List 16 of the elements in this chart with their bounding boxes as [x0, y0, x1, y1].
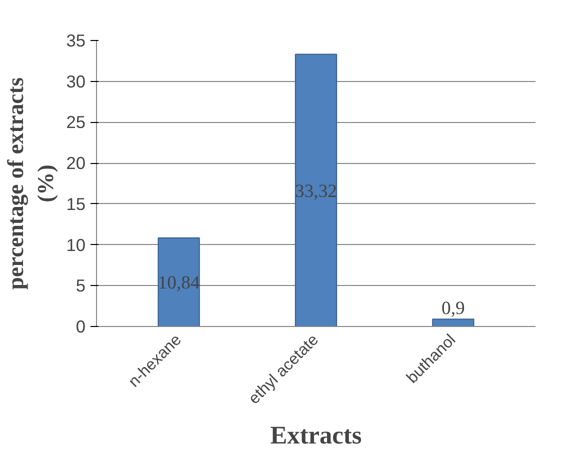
- bar: [432, 318, 474, 326]
- y-tick-label: 20: [66, 153, 86, 174]
- y-axis-title: percentage of extracts (%): [3, 77, 58, 290]
- data-label: 0,9: [442, 298, 465, 320]
- data-label: 33,32: [295, 180, 337, 202]
- y-tick-label: 35: [66, 30, 86, 50]
- x-axis-title: Extracts: [270, 422, 362, 450]
- y-tick-label: 30: [66, 71, 86, 92]
- y-tick-label: 25: [66, 112, 86, 132]
- y-tick-label: 10: [66, 234, 86, 255]
- data-label: 10,84: [158, 272, 200, 294]
- y-tick-label: 15: [66, 194, 86, 214]
- bar: [294, 54, 338, 326]
- y-tick-label: 0: [76, 316, 86, 336]
- y-tick-label: 5: [76, 276, 86, 296]
- bar: [158, 237, 200, 326]
